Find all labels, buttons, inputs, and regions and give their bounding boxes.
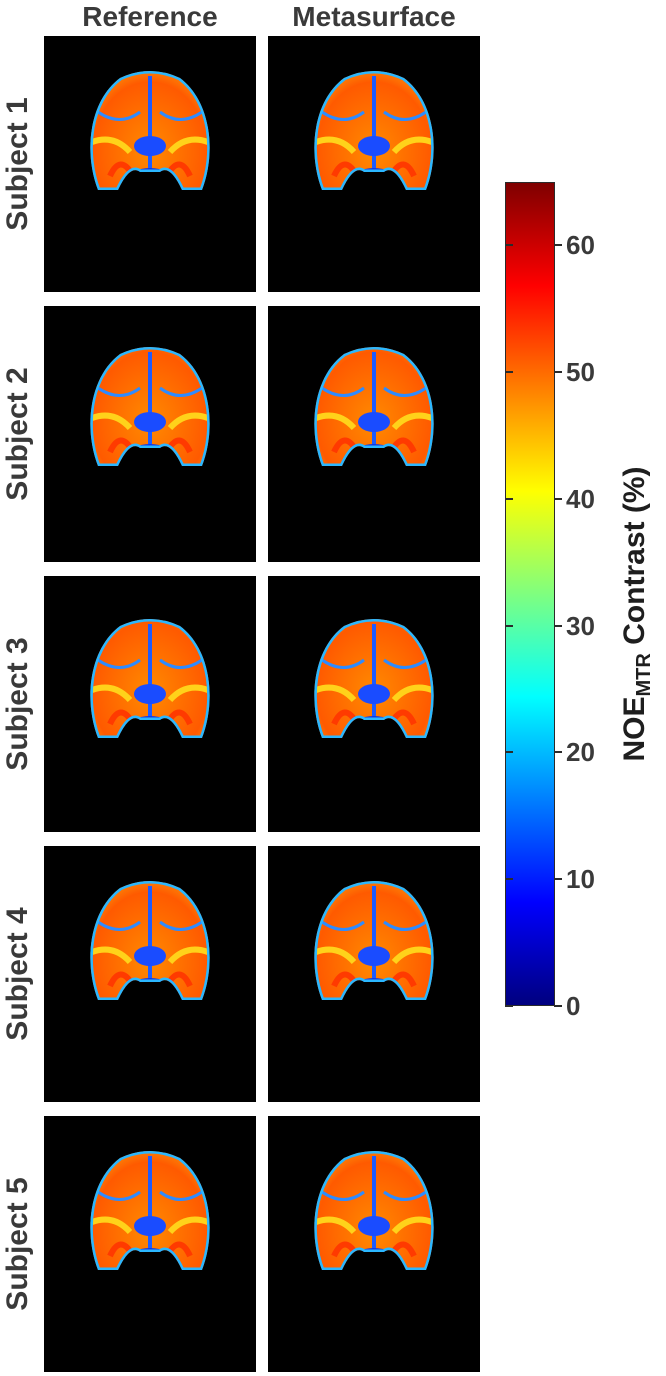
column-title-reference: Reference bbox=[82, 1, 218, 32]
colorbar-tick-label: 0 bbox=[566, 991, 581, 1021]
colorbar-tick-inner bbox=[505, 624, 513, 627]
colorbar-tick-inner bbox=[505, 751, 513, 754]
brain-map-metasurface-subject-5 bbox=[268, 1116, 480, 1372]
colorbar-tick bbox=[554, 751, 562, 754]
brain-map-metasurface-subject-3 bbox=[268, 576, 480, 832]
row-label-subject-5: Subject 5 bbox=[1, 1177, 34, 1311]
colorbar bbox=[505, 182, 555, 1006]
colorbar-tick-label: 20 bbox=[566, 737, 595, 768]
colorbar-tick-inner bbox=[505, 371, 513, 374]
colorbar-tick-inner bbox=[505, 244, 513, 247]
colorbar-tick-inner bbox=[505, 497, 513, 500]
colorbar-tick-inner bbox=[505, 878, 513, 881]
colorbar-tick bbox=[554, 371, 562, 374]
colorbar-tick-label: 50 bbox=[566, 357, 595, 388]
colorbar-tick-label: 40 bbox=[566, 483, 595, 514]
colorbar-tick bbox=[554, 878, 562, 881]
brain-map-reference-subject-5 bbox=[44, 1116, 256, 1372]
colorbar-tick bbox=[554, 244, 562, 247]
colorbar-tick bbox=[554, 497, 562, 500]
colorbar-tick-label: 60 bbox=[566, 230, 595, 261]
colorbar-tick-label: 10 bbox=[566, 864, 595, 895]
row-label-subject-1: Subject 1 bbox=[1, 97, 34, 231]
column-title-metasurface: Metasurface bbox=[292, 1, 456, 32]
colorbar-tick-inner bbox=[505, 1005, 513, 1007]
row-label-subject-2: Subject 2 bbox=[1, 367, 34, 501]
brain-map-metasurface-subject-1 bbox=[268, 36, 480, 292]
brain-map-reference-subject-2 bbox=[44, 306, 256, 562]
colorbar-label: NOEMTR Contrast (%) bbox=[618, 466, 655, 762]
colorbar-tick bbox=[554, 624, 562, 627]
brain-map-reference-subject-4 bbox=[44, 846, 256, 1102]
colorbar-tick-label: 30 bbox=[566, 610, 595, 641]
row-label-subject-3: Subject 3 bbox=[1, 637, 34, 771]
brain-map-reference-subject-3 bbox=[44, 576, 256, 832]
row-label-subject-4: Subject 4 bbox=[1, 907, 34, 1041]
brain-map-metasurface-subject-4 bbox=[268, 846, 480, 1102]
brain-map-reference-subject-1 bbox=[44, 36, 256, 292]
brain-map-metasurface-subject-2 bbox=[268, 306, 480, 562]
colorbar-tick bbox=[554, 1005, 562, 1007]
